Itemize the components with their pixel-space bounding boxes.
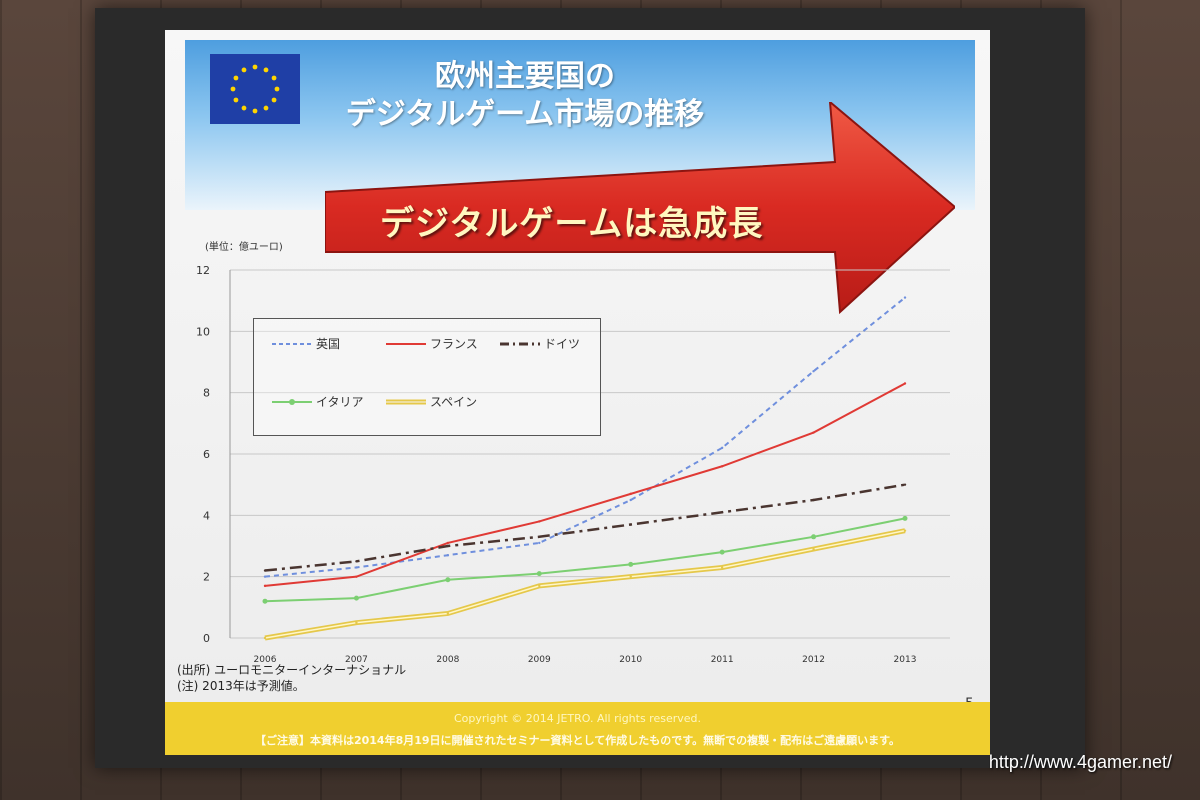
eu-star	[274, 86, 280, 92]
series-3-point	[902, 515, 908, 521]
y-tick-label: 12	[196, 264, 210, 277]
y-tick-label: 2	[203, 571, 210, 584]
legend-label-germany: ドイツ	[544, 337, 581, 351]
series-1-point	[629, 492, 632, 496]
series-1-point	[263, 584, 267, 588]
series-2-point	[812, 498, 815, 502]
series-1-point	[538, 520, 541, 523]
series-1-point	[720, 465, 724, 468]
y-tick-label: 0	[203, 632, 210, 645]
series-1-point	[903, 382, 907, 385]
slide-title: 欧州主要国の デジタルゲーム市場の推移	[295, 58, 755, 134]
legend-item-uk: 英国	[272, 335, 340, 352]
series-0-point	[446, 554, 450, 557]
series-4-line-inner	[264, 529, 906, 639]
series-2-point	[538, 535, 541, 538]
series-4-point	[812, 547, 815, 551]
series-0-line	[264, 296, 906, 578]
y-tick-label: 10	[196, 325, 210, 338]
series-2-point	[355, 560, 358, 563]
note-line: (注) 2013年は予測値。	[177, 679, 305, 693]
series-1-point	[355, 575, 358, 578]
series-4-point	[538, 584, 541, 588]
title-line-1: 欧州主要国の	[435, 59, 615, 94]
x-tick-label: 2007	[345, 655, 368, 665]
slide-footer: Copyright © 2014 JETRO. All rights reser…	[165, 702, 990, 755]
legend-label-france: フランス	[430, 337, 478, 351]
series-4-point	[629, 575, 632, 578]
series-0-point	[720, 446, 724, 450]
chart-legend: 英国 フランス ドイツ イタリア スペイン	[253, 318, 601, 436]
x-tick-label: 2012	[802, 655, 825, 665]
eu-star	[271, 97, 277, 103]
y-tick-label: 6	[203, 448, 210, 461]
eu-flag-icon	[210, 54, 300, 124]
title-line-2: デジタルゲーム市場の推移	[345, 97, 705, 132]
series-2-point	[720, 511, 724, 514]
copyright-text: Copyright © 2014 JETRO. All rights reser…	[453, 712, 702, 725]
growth-arrow-icon	[325, 102, 955, 315]
series-2-point	[903, 483, 907, 486]
series-2-point	[629, 523, 632, 526]
series-3-point	[536, 571, 542, 577]
eu-star	[233, 75, 239, 81]
series-0-point	[903, 296, 907, 299]
series-3-point	[445, 577, 451, 583]
legend-label-uk: 英国	[316, 337, 341, 351]
legend-item-italy: イタリア	[272, 393, 364, 410]
series-4-point	[903, 529, 907, 532]
series-0-point	[538, 541, 541, 545]
series-3-point	[811, 534, 817, 540]
series-3-line	[264, 517, 906, 603]
y-tick-label: 8	[203, 387, 210, 400]
x-tick-label: 2011	[711, 655, 734, 665]
eu-star	[241, 105, 247, 111]
x-tick-label: 2008	[436, 655, 459, 665]
series-2-point	[263, 569, 267, 572]
series-0-point	[629, 498, 632, 502]
eu-star	[263, 105, 269, 111]
legend-item-spain: スペイン	[386, 393, 477, 410]
series-4-point	[263, 636, 267, 640]
presentation-slide: 欧州主要国の デジタルゲーム市場の推移 デジタルゲームは急成長 (単位：億ユーロ…	[165, 30, 990, 755]
eu-star	[252, 64, 258, 70]
x-tick-label: 2006	[254, 655, 277, 665]
eu-star	[233, 97, 239, 103]
series-3-point	[353, 595, 359, 601]
eu-star	[230, 86, 236, 92]
series-4-point	[720, 566, 724, 569]
series-4-point	[355, 621, 358, 624]
x-tick-label: 2010	[619, 655, 642, 665]
x-tick-label: 2013	[894, 655, 917, 665]
eu-star	[263, 67, 269, 73]
market-line-chart: 0 2 4 6 8 10 12 2006 2007 2008 2009 2010 2011 2012 201…	[196, 264, 950, 665]
series-3-point	[262, 598, 268, 604]
y-tick-label: 4	[203, 509, 210, 522]
unit-label: (単位：億ユーロ)	[205, 242, 283, 253]
series-0-point	[355, 566, 358, 569]
series-1-line	[264, 382, 906, 587]
eu-star	[271, 75, 277, 81]
series-2-line	[264, 483, 906, 572]
series-1-point	[812, 431, 815, 434]
source-notes: (出所) ユーロモニターインターナショナル (注) 2013年は予測値。	[177, 662, 406, 694]
legend-item-france: フランス	[386, 335, 478, 352]
legend-label-spain: スペイン	[430, 395, 478, 409]
series-3-point	[628, 561, 634, 567]
series-0-point	[812, 370, 815, 373]
series-2-point	[446, 544, 450, 548]
x-tick-label: 2009	[528, 655, 551, 665]
legend-label-italy: イタリア	[316, 395, 364, 409]
series-3-point	[719, 549, 725, 555]
legend-item-germany: ドイツ	[500, 335, 580, 352]
series-4-point	[446, 612, 450, 615]
notice-text: 【ご注意】本資料は2014年8月19日に開催されたセミナー資料として作成したもの…	[254, 734, 901, 747]
source-line: (出所) ユーロモニターインターナショナル	[177, 663, 407, 677]
series-0-point	[263, 575, 267, 578]
series-1-point	[446, 541, 450, 545]
eu-star	[252, 108, 258, 114]
site-watermark: http://www.4gamer.net/	[988, 752, 1172, 772]
eu-star	[241, 67, 247, 73]
arrow-banner-text: デジタルゲームは急成長	[380, 204, 764, 244]
